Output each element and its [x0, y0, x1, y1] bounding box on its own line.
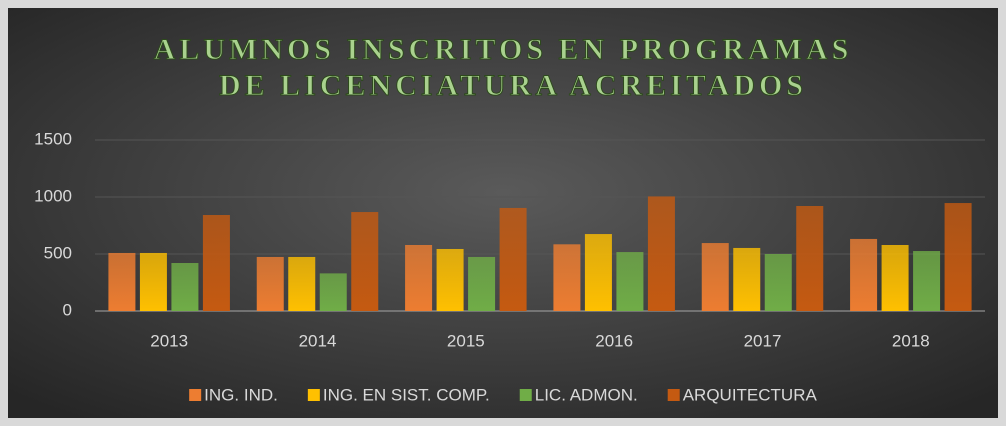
x-tick-label: 2017 — [744, 331, 782, 350]
legend-item: ARQUITECTURA — [667, 385, 818, 404]
x-tick-label: 2013 — [150, 331, 188, 350]
legend-swatch — [667, 389, 680, 401]
legend-swatch — [307, 389, 320, 401]
chart-title: DE LICENCIATURA ACREITADOS — [219, 69, 807, 102]
bar — [764, 254, 792, 311]
bar — [553, 244, 581, 311]
bar — [171, 263, 199, 311]
y-tick-label: 1000 — [34, 186, 72, 205]
bar — [405, 244, 433, 311]
bar — [796, 206, 824, 311]
x-tick-label: 2018 — [892, 331, 930, 350]
bar — [584, 234, 612, 311]
bar — [139, 252, 167, 311]
legend-item: LIC. ADMON. — [519, 385, 638, 404]
y-tick-label: 500 — [44, 243, 72, 262]
bar — [288, 256, 316, 311]
bar — [733, 247, 761, 311]
x-tick-label: 2015 — [447, 331, 485, 350]
bar — [319, 273, 347, 311]
bar — [616, 252, 644, 311]
bar — [850, 238, 878, 311]
legend-label: ING. IND. — [204, 385, 278, 404]
x-tick-label: 2014 — [299, 331, 337, 350]
legend-label: ING. EN SIST. COMP. — [323, 385, 490, 404]
legend-swatch — [519, 389, 532, 401]
y-tick-label: 1500 — [34, 129, 72, 148]
legend-swatch — [189, 389, 202, 401]
bar — [256, 256, 284, 311]
bar — [499, 207, 527, 311]
legend: ING. IND. ING. EN SIST. COMP. LIC. ADMON. A… — [189, 385, 817, 404]
y-tick-label: 0 — [63, 300, 72, 319]
legend-label: LIC. ADMON. — [535, 385, 638, 404]
bar — [351, 212, 379, 311]
legend-label: ARQUITECTURA — [683, 385, 818, 404]
bar — [108, 252, 136, 311]
bar — [944, 203, 972, 311]
chart-title: ALUMNOS INSCRITOS EN PROGRAMAS — [154, 33, 853, 66]
legend-item: ING. EN SIST. COMP. — [307, 385, 490, 404]
bar — [701, 243, 729, 311]
bar — [881, 244, 909, 311]
bar — [913, 251, 941, 311]
bar — [436, 248, 464, 311]
bar — [468, 256, 496, 311]
x-tick-label: 2016 — [595, 331, 633, 350]
legend-item: ING. IND. — [189, 385, 278, 404]
bar — [647, 196, 675, 311]
bar — [202, 215, 230, 311]
